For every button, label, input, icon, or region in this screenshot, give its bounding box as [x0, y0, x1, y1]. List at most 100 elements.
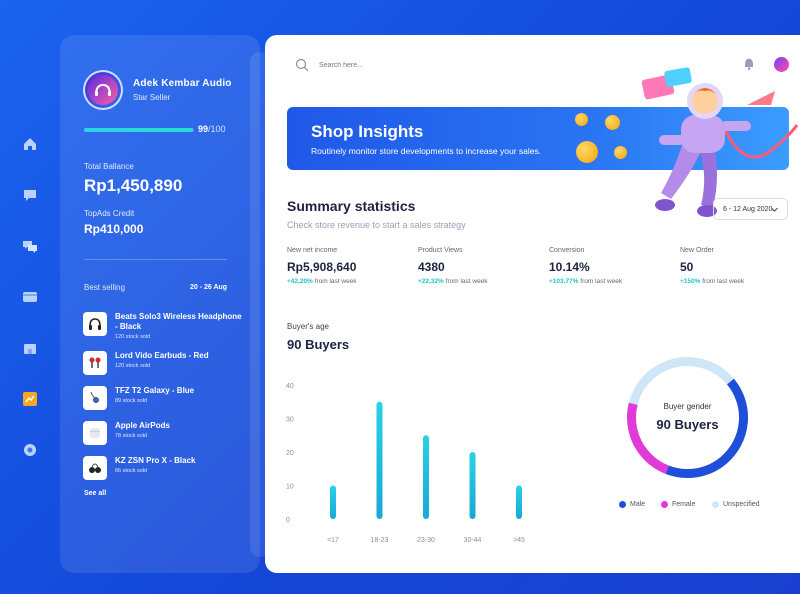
y-tick-label: 30	[286, 417, 294, 424]
x-tick-label: 30-44	[464, 537, 482, 544]
stat-change-percent: +22,32%	[418, 278, 444, 285]
stat-value: Rp5,908,640	[287, 260, 357, 274]
product-name: TFZ T2 Galaxy - Blue	[115, 386, 195, 395]
product-stock: 78 stock sold	[115, 433, 148, 439]
discussion-icon[interactable]	[22, 238, 38, 254]
store-tier: Star Seller	[133, 93, 171, 102]
coin-icon	[575, 113, 588, 126]
best-selling-label: Best selling	[84, 283, 125, 292]
stat-change-percent: +42,20%	[287, 278, 313, 285]
buyer-age-total: 90 Buyers	[287, 337, 350, 352]
x-tick-label: 23-30	[417, 537, 435, 544]
score-progress-bar	[84, 128, 194, 132]
legend-unspecified: Unspecified	[712, 501, 760, 508]
banner-subtitle: Routinely monitor store developments to …	[311, 146, 542, 156]
list-item[interactable]: Lord Vido Earbuds - Red 120 stock sold	[83, 351, 243, 377]
date-range-select[interactable]: 6 - 12 Aug 2020	[713, 198, 788, 220]
product-name: KZ ZSN Pro X - Black	[115, 456, 196, 465]
list-item[interactable]: Beats Solo3 Wireless Headphone - Black 1…	[83, 312, 243, 340]
summary-title: Summary statistics	[287, 198, 416, 214]
stat-value: 4380	[418, 260, 445, 274]
banner-title: Shop Insights	[311, 122, 424, 141]
store-logo-icon	[88, 75, 118, 105]
buyer-gender-label: Buyer gender	[663, 402, 712, 411]
legend-dot	[712, 501, 719, 508]
stat-change: +103.77% from last week	[549, 278, 669, 285]
icon-rail	[0, 0, 60, 594]
coin-icon	[605, 115, 620, 130]
stat-label: Product Views	[418, 247, 463, 254]
donut-segment-male	[627, 357, 748, 478]
stat-new-order: New Order 50 +150% from last week	[680, 247, 800, 285]
stat-change-suffix: from last week	[700, 278, 745, 285]
statistics-icon[interactable]	[22, 391, 38, 407]
balance-label: Total Ballance	[84, 162, 134, 171]
home-icon[interactable]	[22, 136, 38, 152]
y-tick-label: 20	[286, 450, 294, 457]
store-avatar[interactable]	[83, 70, 123, 110]
score-value: 99	[198, 124, 209, 134]
stat-change-suffix: from last week	[578, 278, 623, 285]
store-summary-panel: Adek Kembar Audio Star Seller 99/100 Tot…	[60, 35, 260, 573]
product-name: Apple AirPods	[115, 421, 170, 430]
bar	[376, 401, 383, 519]
product-stock: 66 stock sold	[115, 468, 148, 474]
stat-change: +42,20% from last week	[287, 278, 407, 285]
bar	[516, 485, 522, 519]
main-content: Shop Insights Routinely monitor store de…	[265, 35, 800, 573]
y-tick-label: 10	[286, 484, 294, 491]
score-max: /100	[208, 124, 226, 134]
score-readout: 99/100	[198, 124, 226, 134]
legend-label: Unspecified	[723, 501, 760, 508]
legend-dot	[661, 501, 668, 508]
buyer-gender-donut-chart	[627, 357, 748, 478]
bar	[469, 452, 476, 519]
credit-value: Rp410,000	[84, 222, 144, 236]
bar	[423, 435, 429, 519]
date-range-value: 6 - 12 Aug 2020	[723, 205, 773, 213]
score-progress-fill	[84, 128, 193, 132]
product-stock: 120 stock sold	[115, 363, 151, 369]
earphone-icon	[83, 386, 107, 410]
legend-female: Female	[661, 501, 695, 508]
bar	[330, 485, 336, 519]
user-avatar[interactable]	[774, 57, 789, 72]
legend-dot	[619, 501, 626, 508]
stat-conversion: Conversion 10.14% +103.77% from last wee…	[549, 247, 669, 285]
legend-male: Male	[619, 501, 645, 508]
stat-change-suffix: from last week	[443, 278, 488, 285]
airpods-icon	[83, 421, 107, 445]
list-item[interactable]: TFZ T2 Galaxy - Blue 89 stock sold	[83, 386, 243, 412]
stat-product-views: Product Views 4380 +22,32% from last wee…	[418, 247, 538, 285]
stat-value: 50	[680, 260, 694, 274]
x-tick-label: >45	[513, 537, 525, 544]
store-icon[interactable]	[22, 340, 38, 356]
see-all-link[interactable]: See all	[84, 490, 107, 497]
product-name: Lord Vido Earbuds - Red	[115, 351, 209, 360]
wallet-icon[interactable]	[22, 289, 38, 305]
stat-change-percent: +103.77%	[549, 278, 579, 285]
x-tick-label: <17	[327, 537, 339, 544]
stat-label: Conversion	[549, 247, 585, 254]
stat-change-percent: +150%	[680, 278, 701, 285]
settings-icon[interactable]	[22, 442, 38, 458]
y-tick-label: 0	[286, 517, 290, 524]
chat-icon[interactable]	[22, 187, 38, 203]
stat-label: New Order	[680, 247, 714, 254]
list-item[interactable]: Apple AirPods 78 stock sold	[83, 421, 243, 447]
legend-label: Female	[672, 501, 696, 508]
search-input[interactable]	[319, 58, 519, 72]
balance-value: Rp1,450,890	[84, 176, 183, 195]
buyer-age-bar-chart: 0 10 20 30 40 <17 18-23 23-30 30-44 >45	[286, 383, 525, 544]
list-item[interactable]: KZ ZSN Pro X - Black 66 stock sold	[83, 456, 243, 482]
stat-change: +150% from last week	[680, 278, 800, 285]
stat-label: New net income	[287, 247, 338, 254]
stat-value: 10.14%	[549, 260, 590, 274]
chevron-down-icon	[771, 207, 778, 212]
legend-label: Male	[630, 501, 646, 508]
buyer-age-label: Buyer's age	[287, 322, 329, 331]
bell-icon[interactable]	[742, 57, 756, 71]
summary-subtitle: Check store revenue to start a sales str…	[287, 220, 466, 230]
search-icon[interactable]	[295, 58, 309, 72]
y-tick-label: 40	[286, 383, 294, 390]
